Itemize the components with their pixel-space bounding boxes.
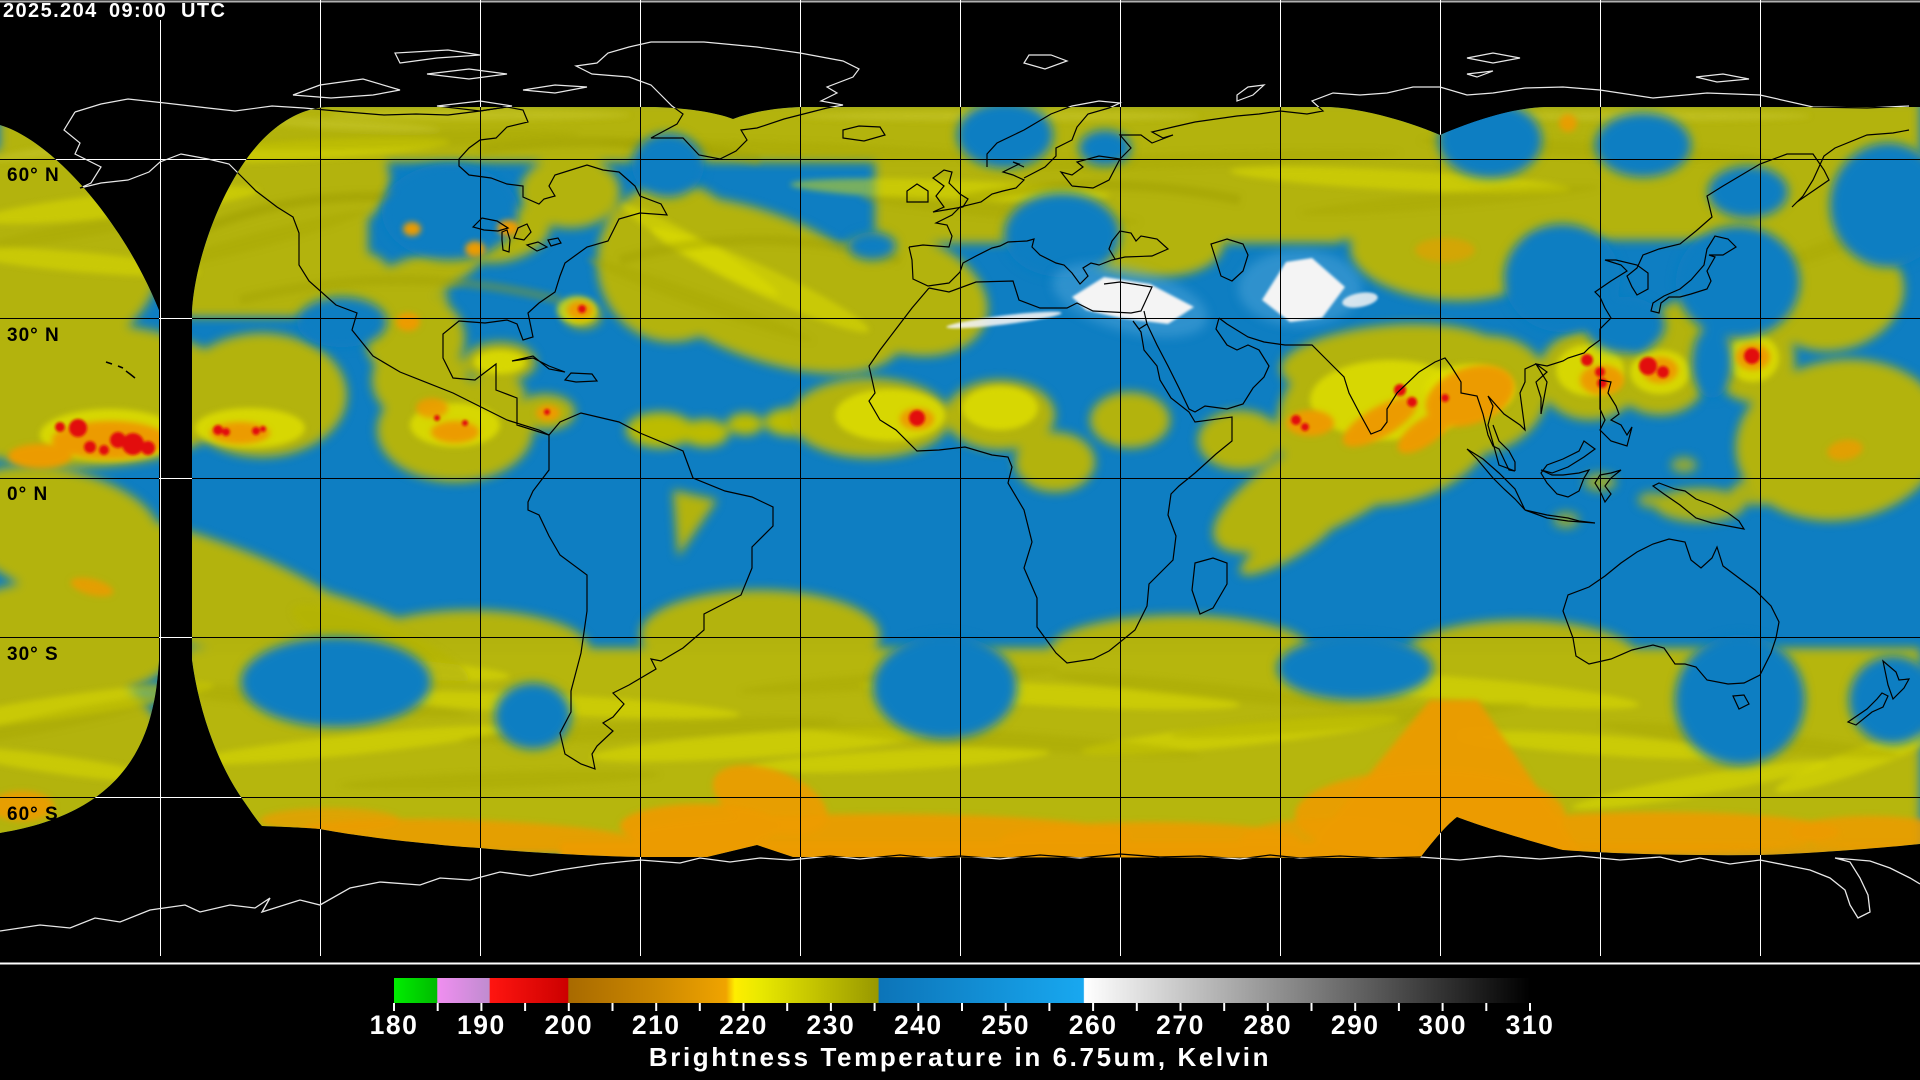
svg-text:09:00: 09:00	[109, 0, 167, 22]
svg-text:280: 280	[1243, 1010, 1292, 1040]
svg-text:60° N: 60° N	[7, 165, 60, 186]
svg-text:220: 220	[719, 1010, 768, 1040]
svg-text:270: 270	[1156, 1010, 1205, 1040]
svg-text:200: 200	[544, 1010, 593, 1040]
svg-text:250: 250	[981, 1010, 1030, 1040]
svg-text:2025.204: 2025.204	[3, 0, 98, 22]
svg-text:0° N: 0° N	[7, 484, 48, 505]
svg-text:210: 210	[632, 1010, 681, 1040]
svg-text:230: 230	[807, 1010, 856, 1040]
svg-text:Brightness Temperature in 6.75: Brightness Temperature in 6.75um, Kelvin	[649, 1042, 1271, 1072]
svg-text:180: 180	[370, 1010, 419, 1040]
svg-text:60° S: 60° S	[7, 804, 59, 825]
svg-text:240: 240	[894, 1010, 943, 1040]
svg-text:300: 300	[1418, 1010, 1467, 1040]
svg-text:UTC: UTC	[181, 0, 226, 22]
svg-text:190: 190	[457, 1010, 506, 1040]
svg-text:30° S: 30° S	[7, 644, 59, 665]
svg-text:260: 260	[1069, 1010, 1118, 1040]
svg-text:290: 290	[1331, 1010, 1380, 1040]
svg-text:310: 310	[1506, 1010, 1555, 1040]
svg-text:30° N: 30° N	[7, 325, 60, 346]
